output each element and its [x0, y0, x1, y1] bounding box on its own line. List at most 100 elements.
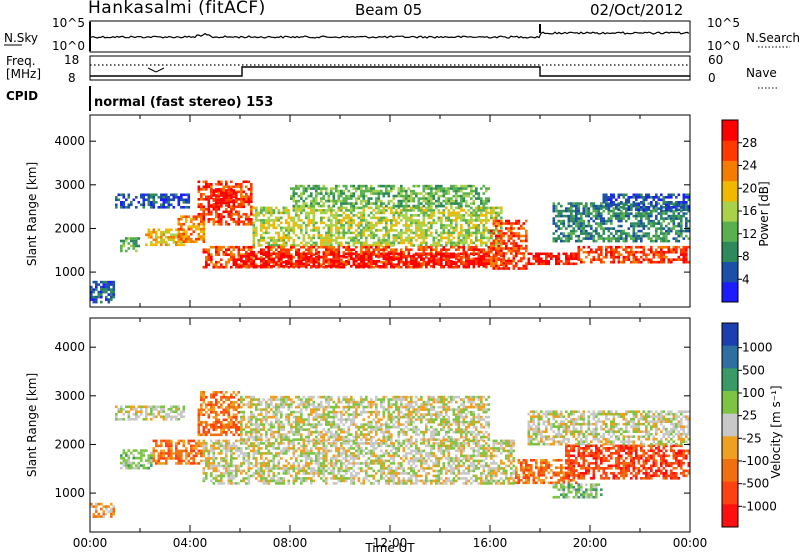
scatter-cell	[405, 197, 408, 200]
scatter-cell	[100, 293, 103, 296]
scatter-cell	[127, 418, 131, 421]
scatter-cell	[377, 209, 381, 212]
scatter-cell	[482, 255, 486, 258]
scatter-cell	[212, 447, 216, 450]
scatter-cell	[605, 255, 608, 259]
power-colorbar-label: Power [dB]	[757, 181, 771, 246]
scatter-cell	[507, 219, 511, 223]
scatter-cell	[215, 464, 218, 468]
scatter-cell	[327, 204, 331, 208]
scatter-cell	[227, 201, 231, 205]
scatter-cell	[215, 403, 218, 407]
scatter-cell	[237, 406, 241, 409]
scatter-cell	[232, 263, 236, 266]
scatter-cell	[670, 201, 673, 204]
scatter-cell	[442, 204, 446, 208]
scatter-cell	[217, 265, 221, 269]
scatter-cell	[297, 265, 301, 269]
scatter-cell	[335, 221, 338, 225]
scatter-cell	[635, 208, 638, 212]
scatter-cell	[272, 236, 276, 240]
scatter-cell	[222, 265, 226, 269]
scatter-cell	[685, 250, 688, 254]
scatter-cell	[127, 456, 131, 460]
scatter-cell	[137, 451, 141, 455]
scatter-cell	[192, 459, 196, 463]
scatter-cell	[362, 226, 366, 230]
scatter-cell	[265, 229, 268, 232]
scatter-cell	[247, 255, 251, 258]
scatter-cell	[115, 405, 118, 409]
scatter-cell	[242, 255, 246, 258]
scatter-cell	[302, 204, 306, 208]
scatter-cell	[425, 252, 428, 256]
scatter-cell	[420, 248, 423, 251]
scatter-cell	[402, 253, 406, 256]
scatter-cell	[272, 226, 276, 230]
scatter-cell	[387, 236, 391, 240]
scatter-cell	[467, 221, 471, 225]
scatter-cell	[440, 248, 443, 251]
scatter-cell	[175, 457, 178, 460]
scatter-cell	[330, 258, 333, 261]
scatter-cell	[670, 219, 673, 223]
scatter-cell	[127, 196, 131, 199]
scatter-cell	[192, 222, 196, 226]
scatter-cell	[515, 264, 518, 268]
scatter-cell	[560, 222, 563, 225]
scatter-cell	[585, 237, 588, 240]
scatter-cell	[397, 211, 401, 215]
scatter-cell	[657, 234, 661, 238]
scatter-cell	[390, 219, 393, 222]
scatter-cell	[292, 209, 296, 212]
scatter-cell	[437, 263, 441, 266]
scatter-cell	[660, 250, 663, 254]
scatter-cell	[350, 224, 353, 227]
scatter-cell	[325, 234, 328, 237]
scatter-cell	[395, 239, 398, 242]
scatter-cell	[525, 229, 528, 233]
scatter-cell	[272, 224, 276, 227]
scatter-cell	[382, 192, 386, 195]
scatter-cell	[310, 209, 313, 212]
scatter-cell	[640, 229, 643, 233]
scatter-cell	[335, 226, 338, 230]
scatter-cell	[340, 226, 343, 230]
scatter-cell	[632, 229, 636, 233]
scatter-cell	[182, 459, 186, 463]
scatter-cell	[330, 244, 333, 247]
scatter-cell	[232, 401, 236, 404]
scatter-cell	[297, 258, 301, 261]
scatter-cell	[675, 245, 678, 249]
scatter-cell	[345, 216, 348, 220]
scatter-cell	[315, 184, 318, 188]
scatter-cell	[560, 227, 563, 230]
scatter-cell	[205, 444, 208, 448]
scatter-cell	[632, 214, 636, 218]
scatter-cell	[350, 219, 353, 222]
scatter-cell	[347, 202, 351, 205]
scatter-cell	[390, 244, 393, 247]
scatter-cell	[297, 262, 301, 266]
scatter-cell	[467, 236, 471, 240]
scatter-cell	[215, 263, 218, 266]
scatter-cell	[670, 193, 673, 197]
scatter-cell	[595, 207, 598, 210]
scatter-cell	[485, 197, 488, 200]
power-region	[145, 228, 186, 247]
scatter-cell	[490, 247, 493, 250]
scatter-cell	[540, 257, 543, 261]
scatter-cell	[597, 253, 601, 256]
scatter-cell	[210, 447, 213, 450]
scatter-cell	[627, 198, 631, 202]
scatter-cell	[457, 187, 461, 190]
scatter-cell	[185, 193, 188, 197]
scatter-cell	[680, 248, 683, 251]
scatter-cell	[207, 199, 211, 202]
scatter-cell	[387, 229, 391, 232]
scatter-cell	[327, 234, 331, 237]
scatter-cell	[385, 260, 388, 264]
scatter-cell	[440, 189, 443, 193]
scatter-cell	[417, 260, 421, 264]
scatter-cell	[410, 209, 413, 212]
